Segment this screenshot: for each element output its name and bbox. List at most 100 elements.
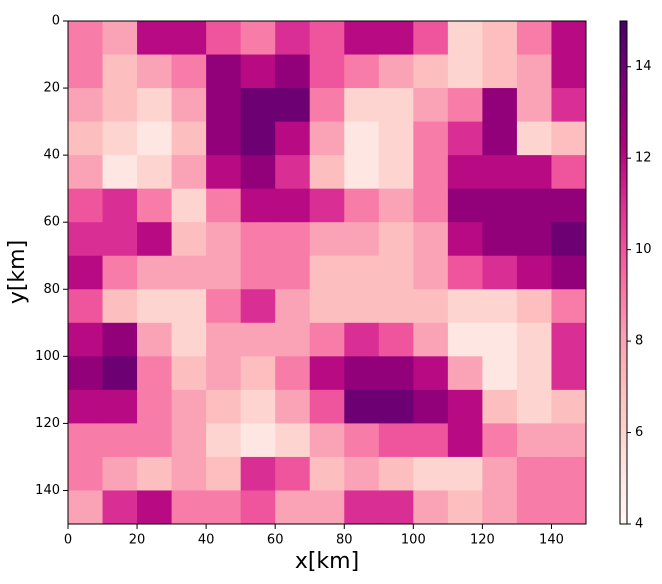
heatmap-cell — [240, 188, 276, 223]
heatmap-cell — [344, 356, 380, 391]
heatmap-cell — [447, 121, 483, 156]
heatmap-cell — [344, 121, 380, 156]
colorbar-tick-label: 8 — [635, 334, 643, 349]
heatmap-cell — [68, 490, 104, 525]
heatmap-cell — [344, 423, 380, 458]
y-tick-label: 60 — [43, 215, 60, 230]
heatmap-cell — [240, 54, 276, 89]
heatmap-cell — [137, 322, 173, 357]
heatmap-cell — [102, 222, 138, 257]
heatmap-cell — [206, 222, 242, 257]
heatmap-cell — [137, 456, 173, 491]
heatmap-cell — [309, 289, 345, 324]
heatmap-cell — [344, 322, 380, 357]
heatmap-cell — [482, 456, 518, 491]
heatmap-cell — [378, 88, 414, 123]
heatmap-cell — [206, 356, 242, 391]
heatmap-cell — [482, 356, 518, 391]
heatmap-cell — [378, 255, 414, 290]
heatmap-cell — [516, 188, 552, 223]
y-tick-label: 40 — [43, 148, 60, 163]
heatmap-cell — [378, 222, 414, 257]
x-tick-label: 60 — [267, 533, 284, 548]
heatmap — [68, 21, 587, 525]
heatmap-cell — [171, 456, 207, 491]
heatmap-cell — [309, 456, 345, 491]
heatmap-cell — [171, 155, 207, 190]
heatmap-cell — [344, 255, 380, 290]
heatmap-cell — [447, 423, 483, 458]
heatmap-cell — [413, 423, 449, 458]
heatmap-cell — [171, 289, 207, 324]
heatmap-cell — [447, 21, 483, 56]
x-tick-label: 80 — [336, 533, 353, 548]
heatmap-cell — [206, 456, 242, 491]
heatmap-cell — [447, 54, 483, 89]
heatmap-cell — [482, 155, 518, 190]
heatmap-cell — [413, 322, 449, 357]
heatmap-cell — [137, 54, 173, 89]
heatmap-cell — [171, 21, 207, 56]
heatmap-cell — [447, 255, 483, 290]
heatmap-cell — [137, 222, 173, 257]
heatmap-cell — [413, 155, 449, 190]
heatmap-cell — [344, 289, 380, 324]
heatmap-cell — [102, 322, 138, 357]
heatmap-cell — [516, 356, 552, 391]
heatmap-cell — [137, 389, 173, 424]
heatmap-cell — [516, 121, 552, 156]
heatmap-cell — [551, 322, 587, 357]
heatmap-cell — [516, 255, 552, 290]
heatmap-cell — [551, 490, 587, 525]
colorbar-tick-label: 12 — [635, 151, 652, 166]
heatmap-cell — [275, 490, 311, 525]
heatmap-cell — [516, 222, 552, 257]
heatmap-cell — [102, 356, 138, 391]
heatmap-cell — [171, 356, 207, 391]
heatmap-cell — [171, 255, 207, 290]
heatmap-cell — [551, 255, 587, 290]
heatmap-cell — [378, 188, 414, 223]
heatmap-cell — [413, 188, 449, 223]
heatmap-cell — [309, 423, 345, 458]
heatmap-cell — [309, 490, 345, 525]
heatmap-cell — [137, 188, 173, 223]
heatmap-cell — [447, 322, 483, 357]
heatmap-cell — [68, 456, 104, 491]
colorbar — [619, 20, 628, 525]
heatmap-cell — [309, 88, 345, 123]
x-axis-label: x[km] — [295, 549, 359, 574]
heatmap-cell — [68, 389, 104, 424]
heatmap-cell — [137, 255, 173, 290]
heatmap-cell — [344, 222, 380, 257]
heatmap-cell — [551, 456, 587, 491]
heatmap-cell — [102, 289, 138, 324]
heatmap-cell — [344, 88, 380, 123]
heatmap-cell — [275, 222, 311, 257]
heatmap-cell — [275, 423, 311, 458]
heatmap-cell — [240, 389, 276, 424]
heatmap-cell — [68, 356, 104, 391]
heatmap-cell — [551, 88, 587, 123]
heatmap-cell — [378, 423, 414, 458]
heatmap-cell — [344, 490, 380, 525]
heatmap-cell — [68, 423, 104, 458]
heatmap-cell — [102, 155, 138, 190]
heatmap-cell — [275, 356, 311, 391]
heatmap-cell — [240, 255, 276, 290]
heatmap-cell — [413, 456, 449, 491]
heatmap-cell — [516, 88, 552, 123]
heatmap-cell — [516, 54, 552, 89]
heatmap-cell — [447, 222, 483, 257]
y-tick-label: 120 — [35, 416, 60, 431]
heatmap-cell — [344, 155, 380, 190]
x-tick-label: 20 — [129, 533, 146, 548]
heatmap-cell — [447, 188, 483, 223]
heatmap-cell — [378, 356, 414, 391]
heatmap-cell — [551, 188, 587, 223]
heatmap-cell — [551, 21, 587, 56]
heatmap-cell — [309, 54, 345, 89]
heatmap-cell — [171, 188, 207, 223]
heatmap-cell — [102, 423, 138, 458]
heatmap-cell — [275, 21, 311, 56]
